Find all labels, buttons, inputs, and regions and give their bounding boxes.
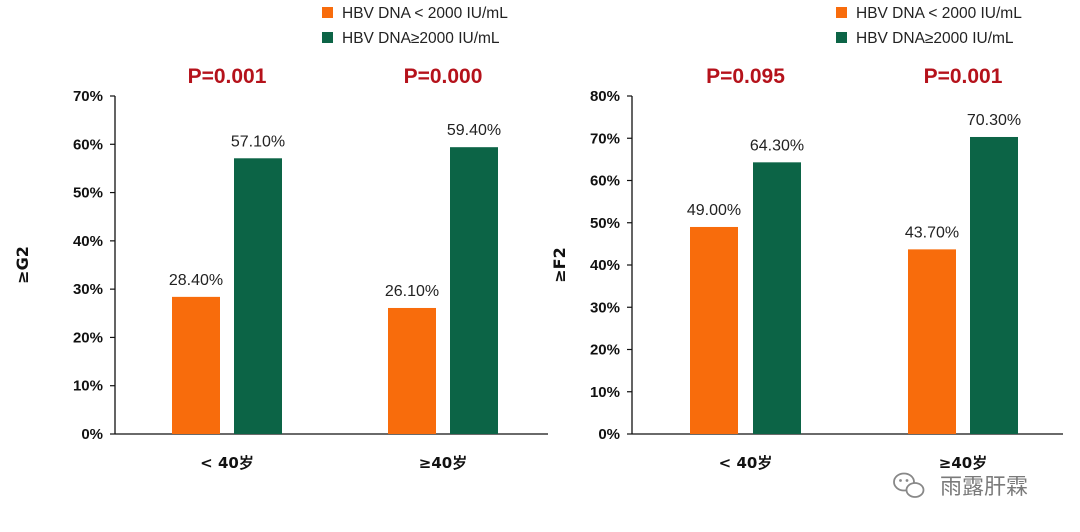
x-category-label: < 40岁	[200, 454, 254, 472]
bar	[450, 147, 498, 434]
y-tick-label: 40%	[590, 257, 620, 274]
p-value-label: P=0.000	[404, 65, 483, 88]
bar-value-label: 59.40%	[447, 122, 501, 139]
watermark: 雨露肝霖	[893, 472, 1028, 500]
bar	[690, 226, 738, 434]
p-value-label: P=0.095	[706, 65, 785, 88]
bar	[388, 307, 436, 434]
bar	[970, 136, 1018, 435]
wechat-icon	[893, 472, 925, 498]
bar	[908, 249, 956, 434]
x-category-label: < 40岁	[719, 454, 773, 472]
y-tick-label: 20%	[73, 329, 103, 346]
x-category-label: ≥40岁	[419, 454, 467, 472]
y-tick-label: 70%	[73, 88, 103, 105]
y-tick-label: 0%	[81, 426, 103, 443]
y-axis-label: ≥F2	[550, 247, 569, 282]
y-tick-label: 10%	[73, 378, 103, 395]
bar-value-label: 57.10%	[231, 133, 285, 150]
y-tick-label: 10%	[590, 384, 620, 401]
bar-value-label: 64.30%	[750, 137, 804, 154]
legend-swatch	[322, 7, 333, 18]
y-axis-label: ≥G2	[13, 246, 32, 284]
x-category-label: ≥40岁	[939, 454, 987, 472]
p-value-label: P=0.001	[188, 65, 267, 88]
legend-swatch	[836, 32, 847, 43]
chart-f2: HBV DNA < 2000 IU/mL HBV DNA≥2000 IU/mL 0%…	[550, 5, 1063, 472]
y-tick-label: 40%	[73, 233, 103, 250]
legend-label: HBV DNA < 2000 IU/mL	[342, 5, 508, 22]
chart-g2: HBV DNA < 2000 IU/mL HBV DNA≥2000 IU/mL 0%…	[13, 5, 548, 472]
y-tick-label: 80%	[590, 88, 620, 105]
bar-value-label: 43.70%	[905, 224, 959, 241]
y-tick-label: 50%	[73, 185, 103, 202]
y-tick-label: 60%	[73, 136, 103, 153]
legend-label: HBV DNA < 2000 IU/mL	[856, 5, 1022, 22]
y-tick-label: 50%	[590, 215, 620, 232]
y-tick-label: 70%	[590, 130, 620, 147]
legend-swatch	[322, 32, 333, 43]
bar-value-label: 28.40%	[169, 272, 223, 289]
p-value-label: P=0.001	[924, 65, 1003, 88]
legend-label: HBV DNA≥2000 IU/mL	[342, 30, 500, 47]
bar	[172, 296, 220, 434]
bar-value-label: 70.30%	[967, 112, 1021, 129]
y-tick-label: 20%	[590, 342, 620, 359]
y-tick-label: 30%	[73, 281, 103, 298]
bar	[234, 158, 282, 434]
watermark-text: 雨露肝霖	[940, 475, 1028, 500]
y-tick-label: 60%	[590, 173, 620, 190]
bar-value-label: 49.00%	[687, 202, 741, 219]
legend-label: HBV DNA≥2000 IU/mL	[856, 30, 1014, 47]
legend-swatch	[836, 7, 847, 18]
bar	[753, 162, 801, 434]
y-tick-label: 0%	[598, 426, 620, 443]
bar-value-label: 26.10%	[385, 283, 439, 300]
y-tick-label: 30%	[590, 299, 620, 316]
